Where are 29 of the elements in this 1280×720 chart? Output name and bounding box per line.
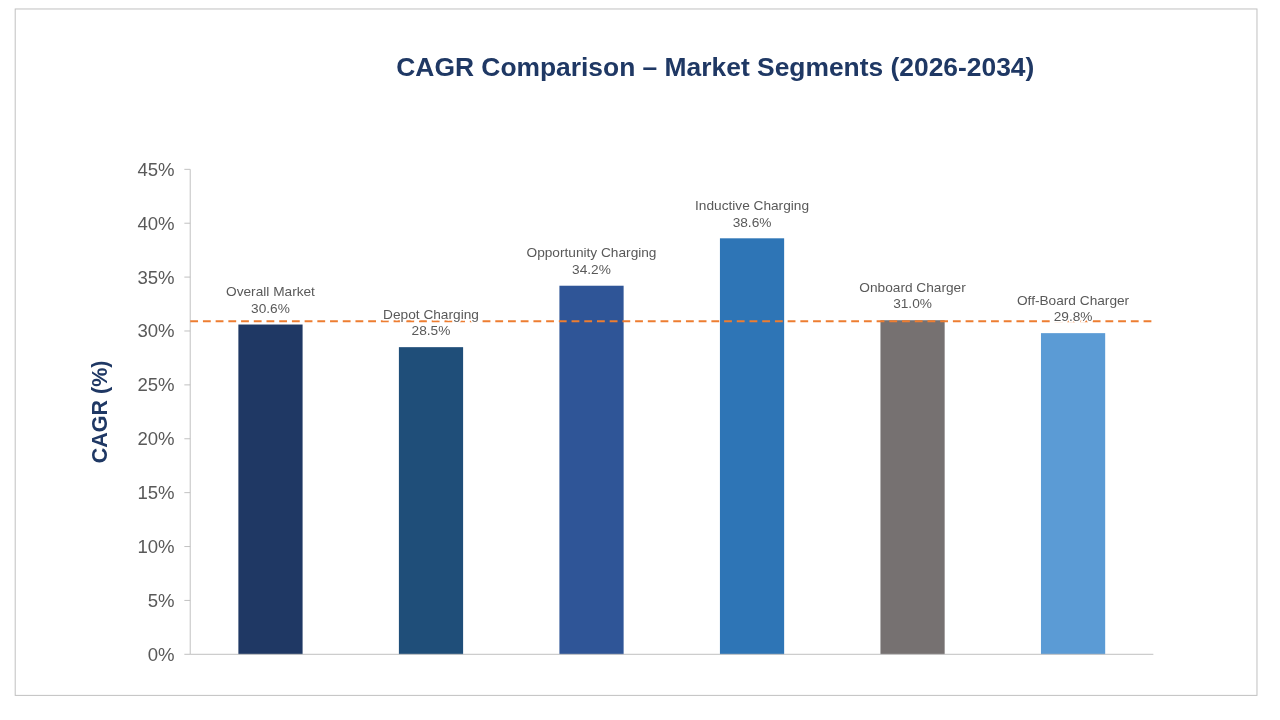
x-tick-label: Depot Charging <box>383 306 479 322</box>
y-tick-label: 30% <box>137 320 175 342</box>
x-tick-label: Onboard Charger <box>859 279 967 295</box>
bar <box>719 238 785 655</box>
bar <box>880 320 945 655</box>
y-tick-label: 5% <box>147 589 175 611</box>
data-label: 38.6% <box>732 214 772 230</box>
y-tick-label: 20% <box>137 428 175 450</box>
data-label: 31.0% <box>893 296 932 312</box>
y-tick-label: 35% <box>137 266 175 288</box>
bar <box>1040 333 1106 655</box>
data-label: 34.2% <box>572 261 611 277</box>
bar <box>398 347 464 655</box>
y-tick-label: 40% <box>137 212 175 234</box>
y-axis-title: CAGR (%) <box>88 360 113 464</box>
data-label: 28.5% <box>411 323 451 339</box>
bar <box>559 285 624 655</box>
chart-title: CAGR Comparison – Market Segments (2026-2034) <box>396 52 1035 83</box>
y-tick-label: 15% <box>137 482 175 504</box>
y-tick-label: 25% <box>137 374 175 396</box>
x-tick-label: Overall Market <box>226 284 316 300</box>
x-tick-label: Off-Board Charger <box>1016 292 1130 308</box>
bar <box>238 324 303 655</box>
x-tick-label: Opportunity Charging <box>526 245 657 261</box>
y-tick-label: 45% <box>137 158 175 180</box>
y-tick-label: 0% <box>147 643 175 665</box>
x-tick-label: Inductive Charging <box>695 197 810 213</box>
y-tick-label: 10% <box>137 536 175 558</box>
data-label: 30.6% <box>251 300 290 316</box>
